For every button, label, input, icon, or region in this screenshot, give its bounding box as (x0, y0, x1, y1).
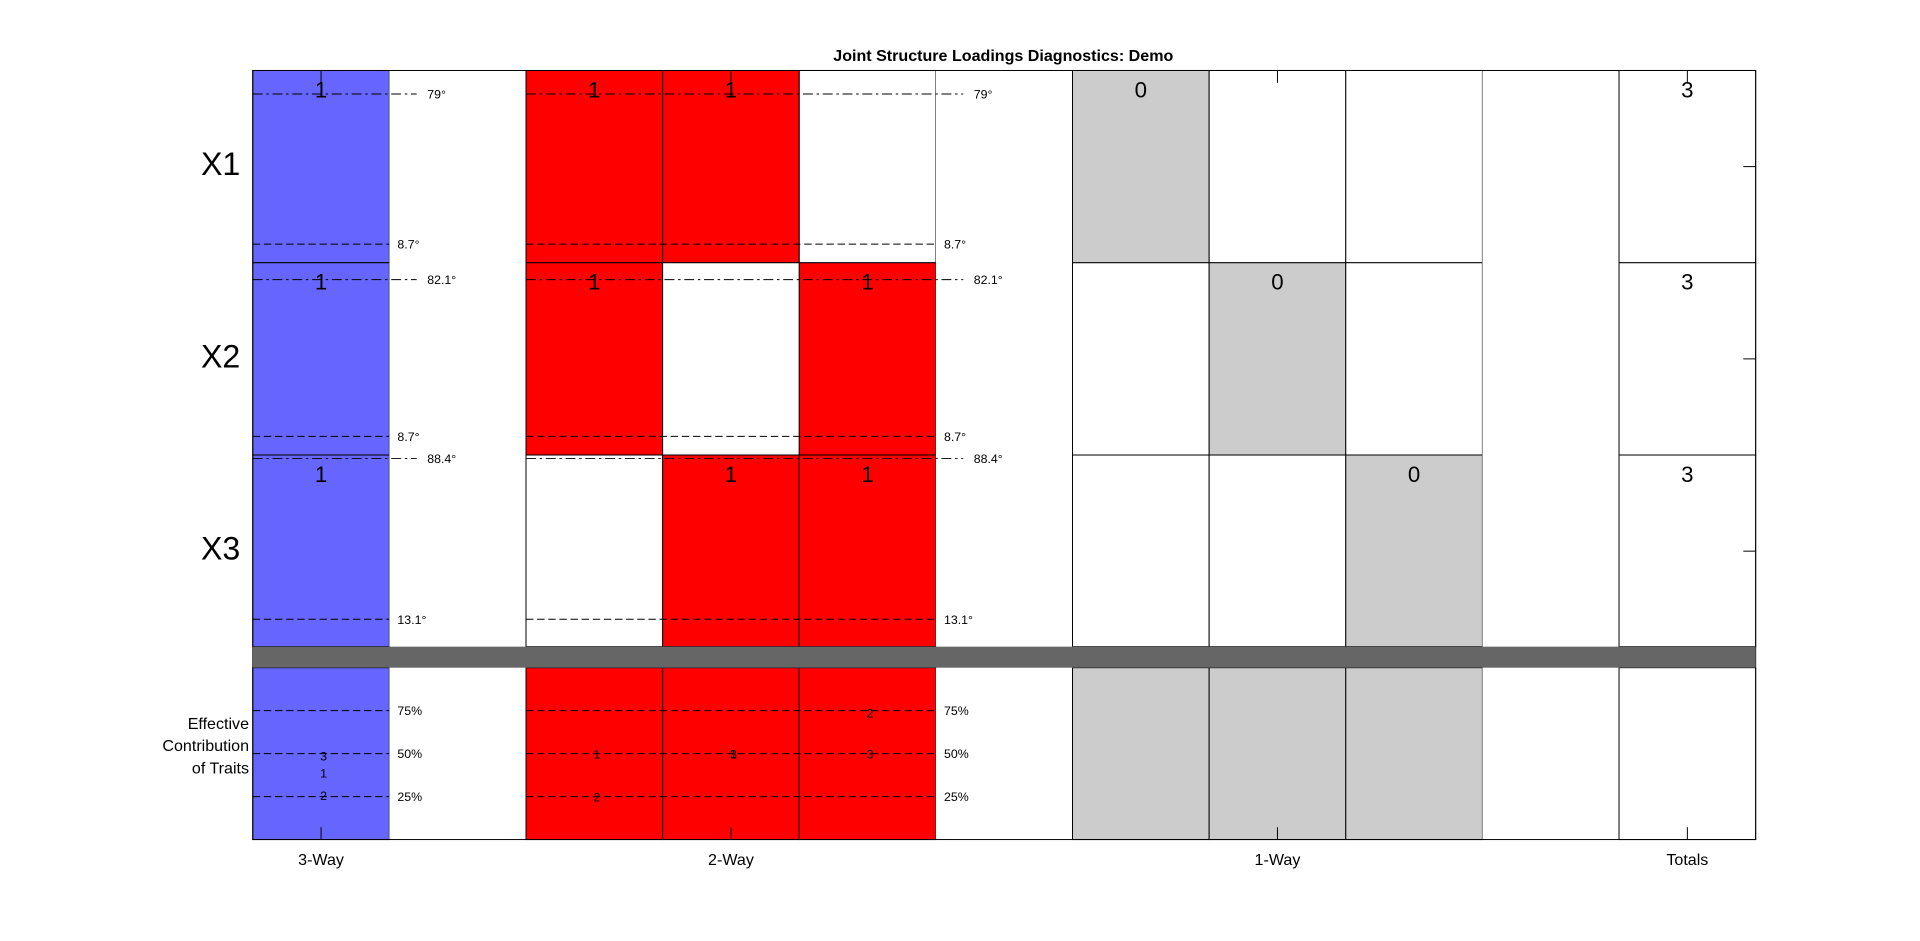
angle-label: 8.7° (397, 430, 419, 444)
contribution-label: 1 (593, 748, 600, 762)
cell (389, 262, 527, 456)
group-label: Totals (1666, 851, 1708, 869)
group-label: 1-Way (1255, 851, 1301, 869)
cell (662, 69, 800, 264)
bottom-label: Contribution (162, 737, 249, 755)
bottom-label: Effective (188, 715, 249, 733)
cell (1208, 69, 1347, 264)
cell-count: 1 (315, 462, 327, 487)
cell-count: 1 (725, 462, 737, 487)
cell-count: 3 (1681, 270, 1693, 295)
cell (1482, 262, 1620, 456)
cell (525, 69, 664, 264)
contribution-label: 1 (320, 767, 327, 781)
percent-label: 25% (397, 790, 422, 804)
cell-count: 1 (588, 270, 600, 295)
cell (935, 262, 1073, 456)
cell (1208, 262, 1347, 456)
cell (525, 454, 664, 648)
cell (252, 262, 390, 456)
percent-label: 50% (944, 747, 969, 761)
cell (1072, 454, 1210, 648)
cell (1208, 454, 1347, 648)
angle-label: 79° (427, 87, 446, 101)
cell (252, 454, 390, 648)
cell (1618, 667, 1757, 841)
cell (252, 69, 390, 264)
cell (935, 667, 1073, 840)
angle-label: 88.4° (427, 452, 456, 466)
cell (798, 69, 937, 264)
cell (662, 262, 800, 456)
row-label: X1 (201, 146, 240, 182)
cell-count: 3 (1681, 462, 1693, 487)
cell-count: 0 (1135, 77, 1147, 102)
divider-band (252, 646, 1756, 668)
row-label: X2 (201, 338, 240, 374)
cell (1618, 262, 1757, 456)
contribution-label: 1 (730, 748, 737, 762)
group-label: 2-Way (708, 851, 754, 869)
contribution-label: 2 (593, 791, 600, 805)
cell-count: 0 (1408, 462, 1420, 487)
cell (389, 70, 527, 263)
cell-count: 1 (861, 462, 873, 487)
cell-count: 1 (725, 77, 737, 102)
group-label: 3-Way (298, 851, 344, 869)
title: Joint Structure Loadings Diagnostics: De… (833, 47, 1173, 65)
angle-label: 8.7° (944, 430, 966, 444)
cell (1208, 667, 1347, 841)
cell-count: 1 (588, 77, 600, 102)
cell (1072, 69, 1210, 264)
cell (798, 454, 937, 648)
cell (1618, 454, 1757, 648)
frame (252, 69, 1757, 841)
percent-label: 75% (944, 704, 969, 718)
cell-count: 1 (315, 270, 327, 295)
cell (389, 455, 527, 647)
cell (525, 262, 664, 456)
angle-label: 79° (974, 87, 993, 101)
contribution-label: 3 (867, 748, 874, 762)
cell (935, 455, 1073, 647)
percent-label: 25% (944, 790, 969, 804)
percent-label: 75% (397, 704, 422, 718)
contribution-label: 3 (730, 748, 737, 762)
bottom-label: of Traits (192, 759, 249, 777)
angle-label: 82.1° (427, 273, 456, 287)
cell (798, 262, 937, 456)
angle-label: 88.4° (974, 452, 1003, 466)
cell (1345, 667, 1483, 841)
cell (1072, 262, 1210, 456)
angle-label: 13.1° (944, 613, 973, 627)
angle-label: 8.7° (944, 238, 966, 252)
cell (389, 667, 527, 840)
cell-count: 1 (861, 270, 873, 295)
cell (1482, 455, 1620, 647)
cell-count: 3 (1681, 77, 1693, 102)
row-label: X3 (201, 531, 240, 567)
cell (935, 70, 1073, 263)
cell (1345, 262, 1483, 456)
angle-label: 8.7° (397, 238, 419, 252)
cell (1482, 70, 1620, 263)
contribution-label: 2 (867, 706, 874, 720)
angle-label: 13.1° (397, 613, 426, 627)
percent-label: 50% (397, 747, 422, 761)
cell (1618, 69, 1757, 264)
cell (1072, 667, 1210, 841)
cell (1482, 667, 1620, 840)
cell-count: 1 (315, 77, 327, 102)
cell-count: 0 (1271, 270, 1283, 295)
cell (1345, 454, 1483, 648)
cell (1345, 69, 1483, 264)
contribution-label: 3 (320, 749, 327, 763)
angle-label: 82.1° (974, 273, 1003, 287)
contribution-label: 2 (320, 789, 327, 803)
